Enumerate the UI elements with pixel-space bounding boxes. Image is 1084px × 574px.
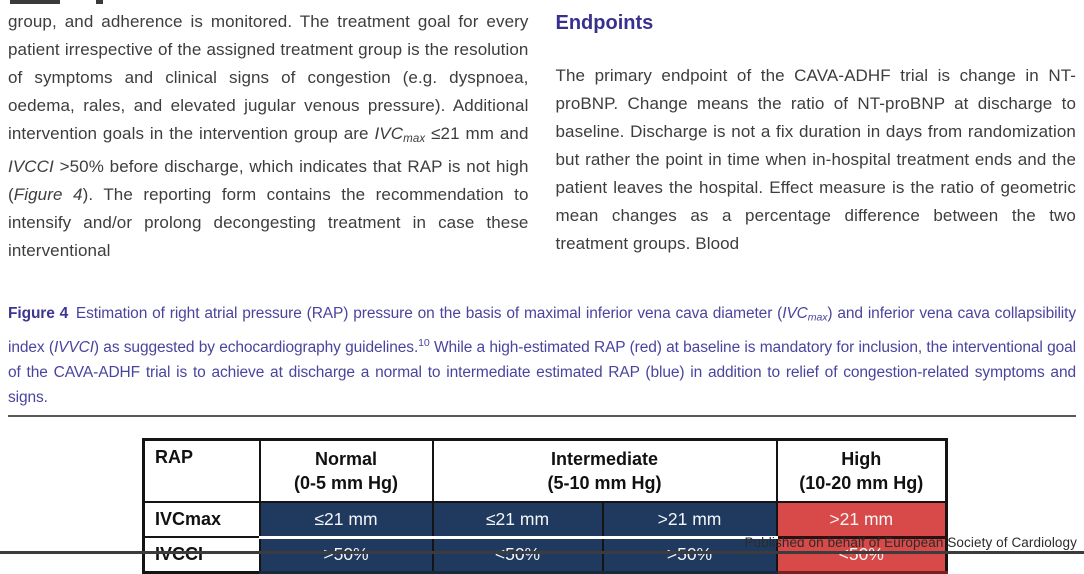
column-title: High <box>841 448 882 469</box>
table-corner-rap: RAP <box>142 438 261 504</box>
paragraph-text: ). The reporting form contains the recom… <box>8 184 529 260</box>
figure-4-caption: Figure 4 Estimation of right atrial pres… <box>8 301 1076 410</box>
row-label-ivcci: IVCCI <box>142 536 261 574</box>
left-column: group, and adherence is monitored. The t… <box>8 8 529 265</box>
paragraph-text: group, and adherence is monitored. The t… <box>8 12 529 143</box>
article-body: group, and adherence is monitored. The t… <box>8 8 1076 265</box>
caption-divider-rule <box>8 414 1076 417</box>
table-cell: >21 mm <box>601 501 778 539</box>
table-cell: >50% <box>258 536 434 574</box>
ivc-max-subscript: max <box>403 132 426 145</box>
figure-4-reference: Figure 4 <box>13 184 83 204</box>
paragraph-text: >50% before discharge, which indicates t… <box>8 156 529 204</box>
left-column-paragraph: group, and adherence is monitored. The t… <box>8 8 529 265</box>
row-label-ivcmax: IVCmax <box>142 501 261 539</box>
column-range: (10-20 mm Hg) <box>799 472 924 493</box>
reference-10-superscript: 10 <box>418 336 430 349</box>
ivc-max-term: IVC <box>782 304 808 322</box>
table-cell: >21 mm <box>775 501 948 539</box>
column-header-high: High (10-20 mm Hg) <box>775 438 948 504</box>
footer-divider-rule <box>0 551 1084 554</box>
text-fragment-mark <box>10 0 60 4</box>
caption-text: ) and inferior vena cava collapsibility … <box>8 304 1076 356</box>
ivc-max-term: IVC <box>374 124 404 143</box>
table-cell: ≤21 mm <box>431 501 604 539</box>
ivvci-term: IVVCI <box>53 338 94 356</box>
column-range: (5-10 mm Hg) <box>547 472 662 493</box>
column-header-normal: Normal (0-5 mm Hg) <box>258 438 434 504</box>
figure-caption-label: Figure 4 <box>8 304 69 322</box>
right-column-paragraph: The primary endpoint of the CAVA-ADHF tr… <box>555 66 1076 253</box>
ivc-max-subscript: max <box>807 311 828 324</box>
table-cell: ≤21 mm <box>258 501 434 539</box>
column-header-intermediate: Intermediate (5-10 mm Hg) <box>431 438 778 504</box>
table-row-ivcmax: IVCmax ≤21 mm ≤21 mm >21 mm >21 mm <box>142 501 948 539</box>
column-title: Intermediate <box>550 448 659 469</box>
caption-text: Estimation of right atrial pressure (RAP… <box>68 304 783 322</box>
column-title: Normal <box>314 448 377 469</box>
caption-text: ) as suggested by echocardiography guide… <box>93 338 419 356</box>
endpoints-heading: Endpoints <box>555 12 654 34</box>
ivcci-term: IVCCI <box>8 156 54 176</box>
publisher-credit: Published on behalf of European Society … <box>744 535 1077 550</box>
table-cell: <50% <box>431 536 604 574</box>
right-column: Endpoints The primary endpoint of the CA… <box>556 8 1077 265</box>
table-header-row: RAP Normal (0-5 mm Hg) Intermediate (5-1… <box>142 438 948 504</box>
text-fragment-mark <box>96 0 103 4</box>
paragraph-text: ≤21 mm and <box>425 124 529 143</box>
caption-text: While a high-estimated RAP (red) at base… <box>8 338 1076 406</box>
column-range: (0-5 mm Hg) <box>293 472 398 493</box>
